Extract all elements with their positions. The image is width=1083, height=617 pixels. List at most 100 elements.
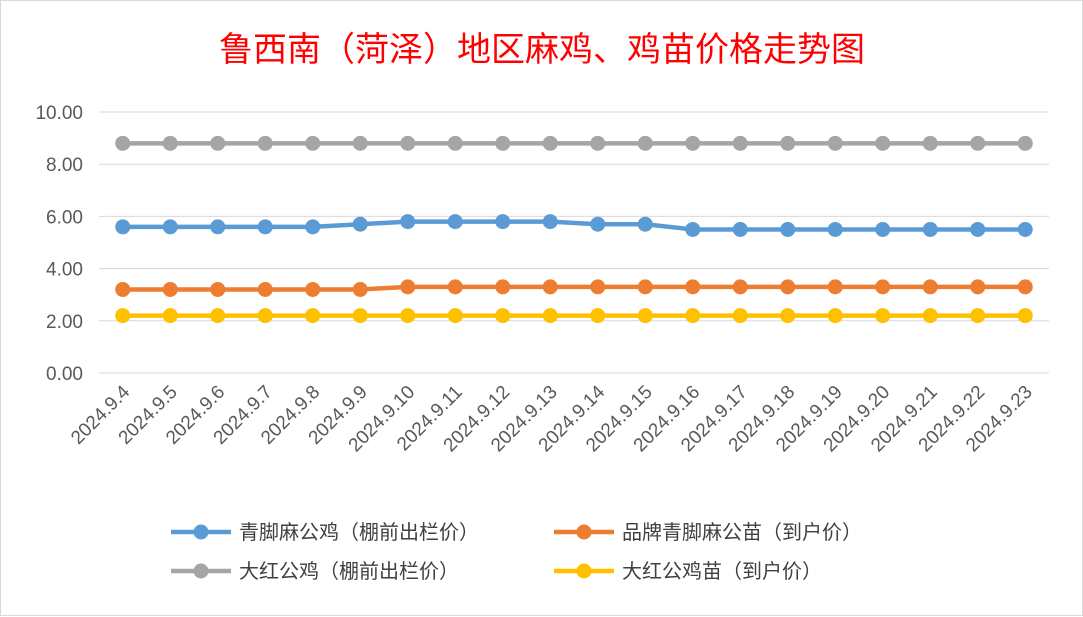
data-point [352, 281, 368, 297]
data-point [400, 135, 416, 151]
data-point [685, 308, 701, 324]
data-point [970, 279, 986, 295]
data-point [875, 308, 891, 324]
data-point [637, 135, 653, 151]
data-point [780, 308, 796, 324]
data-point [542, 308, 558, 324]
series-2 [115, 279, 1033, 297]
data-point [352, 216, 368, 232]
data-point [590, 216, 606, 232]
data-point [922, 279, 938, 295]
data-point [495, 214, 511, 230]
data-point [542, 279, 558, 295]
chart-title: 鲁西南（菏泽）地区麻鸡、鸡苗价格走势图 [219, 30, 865, 70]
data-point [875, 135, 891, 151]
y-tick-label: 6.00 [46, 207, 83, 228]
y-tick-label: 4.00 [46, 260, 83, 281]
data-point [447, 214, 463, 230]
data-point [447, 135, 463, 151]
data-point [542, 135, 558, 151]
data-point [400, 279, 416, 295]
data-point [637, 216, 653, 232]
data-point [780, 279, 796, 295]
data-point [827, 308, 843, 324]
data-point [495, 135, 511, 151]
data-point [210, 219, 226, 235]
legend-marker [576, 563, 592, 579]
data-point [352, 135, 368, 151]
data-point [780, 135, 796, 151]
data-point [257, 281, 273, 297]
data-point [1017, 135, 1033, 151]
legend: 青脚麻公鸡（棚前出栏价） 品牌青脚麻公苗（到户价） 大红公鸡（棚前出栏价） 大红公鸡苗… [171, 520, 862, 583]
data-point [1017, 279, 1033, 295]
data-point [210, 308, 226, 324]
legend-marker [193, 563, 209, 579]
data-point [115, 135, 131, 151]
series-line [122, 219, 1026, 232]
data-point [732, 279, 748, 295]
data-point [162, 135, 178, 151]
data-point [685, 135, 701, 151]
data-point [495, 308, 511, 324]
series-4 [115, 308, 1033, 324]
series-line [122, 284, 1026, 292]
data-point [590, 308, 606, 324]
data-point [827, 135, 843, 151]
data-point [257, 135, 273, 151]
data-point [590, 279, 606, 295]
data-point [542, 214, 558, 230]
data-point [590, 135, 606, 151]
data-point [400, 214, 416, 230]
legend-item: 品牌青脚麻公苗（到户价） [554, 520, 862, 544]
data-point [162, 219, 178, 235]
data-point [210, 135, 226, 151]
data-point [305, 135, 321, 151]
data-point [922, 221, 938, 237]
data-point [732, 308, 748, 324]
data-point [827, 279, 843, 295]
legend-item: 大红公鸡苗（到户价） [554, 559, 822, 583]
data-point [685, 221, 701, 237]
data-point [732, 221, 748, 237]
y-axis-tick-labels: 0.00 2.00 4.00 6.00 8.00 10.00 [35, 103, 83, 385]
data-point [162, 281, 178, 297]
data-point [400, 308, 416, 324]
data-point [162, 308, 178, 324]
data-point [115, 308, 131, 324]
data-point [115, 219, 131, 235]
legend-item: 青脚麻公鸡（棚前出栏价） [171, 520, 479, 544]
data-point [827, 221, 843, 237]
x-axis-tick-labels: 2024.9.42024.9.52024.9.62024.9.72024.9.8… [67, 381, 1037, 456]
data-point [922, 308, 938, 324]
data-point [970, 135, 986, 151]
data-point [970, 221, 986, 237]
data-point [922, 135, 938, 151]
data-point [305, 308, 321, 324]
data-point [305, 281, 321, 297]
data-point [780, 221, 796, 237]
series-3 [115, 135, 1033, 151]
legend-marker [193, 524, 209, 540]
legend-label: 品牌青脚麻公苗（到户价） [622, 520, 862, 544]
y-tick-label: 2.00 [46, 312, 83, 333]
data-point [732, 135, 748, 151]
gridlines [99, 111, 1049, 374]
data-point [970, 308, 986, 324]
y-tick-label: 0.00 [46, 364, 83, 385]
data-point [257, 308, 273, 324]
data-point [210, 281, 226, 297]
data-point [1017, 308, 1033, 324]
series-1 [115, 214, 1033, 237]
legend-label: 青脚麻公鸡（棚前出栏价） [239, 520, 479, 544]
data-point [875, 221, 891, 237]
series-layer [115, 135, 1033, 324]
data-point [447, 279, 463, 295]
data-point [685, 279, 701, 295]
data-point [495, 279, 511, 295]
legend-label: 大红公鸡苗（到户价） [622, 559, 822, 583]
data-point [447, 308, 463, 324]
data-point [637, 308, 653, 324]
